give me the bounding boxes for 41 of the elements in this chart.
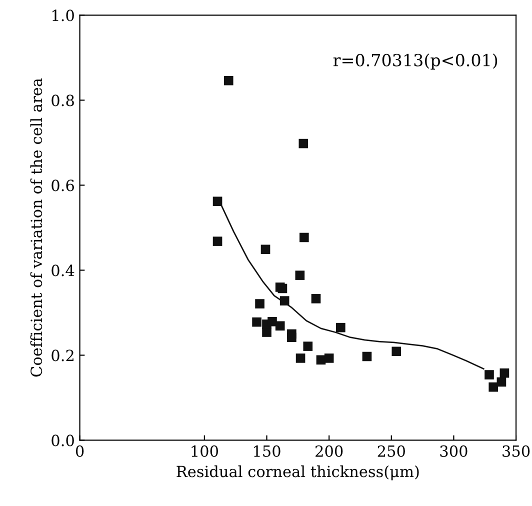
x-tick-label: 100 <box>192 445 218 457</box>
point <box>212 236 222 246</box>
point <box>278 284 288 294</box>
y-tick-label: 0.6 <box>52 180 74 192</box>
point <box>212 196 222 206</box>
point <box>252 317 262 327</box>
point <box>299 232 309 242</box>
point <box>336 322 346 332</box>
y-axis-title: Coefficient of variation of the cell area <box>30 78 42 377</box>
y-tick-label: 0.0 <box>52 434 74 446</box>
point <box>280 296 290 306</box>
annotation: r=0.70313(p<0.01) <box>333 54 498 70</box>
y-tick-label: 0.8 <box>52 94 74 106</box>
point <box>287 329 296 339</box>
x-tick-label: 300 <box>440 445 468 457</box>
point <box>324 354 334 363</box>
point <box>303 342 313 351</box>
point <box>268 316 277 326</box>
x-tick-label: 200 <box>316 445 343 457</box>
point <box>484 370 494 380</box>
point <box>392 346 402 356</box>
x-tick-label: 350 <box>502 445 530 457</box>
x-tick-label: 0 <box>76 445 84 457</box>
x-axis-title: Residual corneal thickness(μm) <box>176 465 419 480</box>
x-tick-label: 150 <box>254 445 280 457</box>
point <box>488 382 498 392</box>
y-tick-label: 1.0 <box>52 10 74 22</box>
y-tick-label: 0.4 <box>52 264 74 276</box>
point <box>496 377 506 387</box>
point <box>224 76 234 86</box>
x-tick-label: 250 <box>378 445 405 457</box>
point <box>298 138 308 148</box>
point <box>275 321 285 331</box>
y-tick-label: 0.2 <box>52 350 74 362</box>
point <box>255 299 264 308</box>
point <box>500 368 510 378</box>
point <box>295 270 305 280</box>
point <box>296 354 306 363</box>
point <box>362 352 372 362</box>
point <box>260 244 270 254</box>
point <box>311 294 321 304</box>
